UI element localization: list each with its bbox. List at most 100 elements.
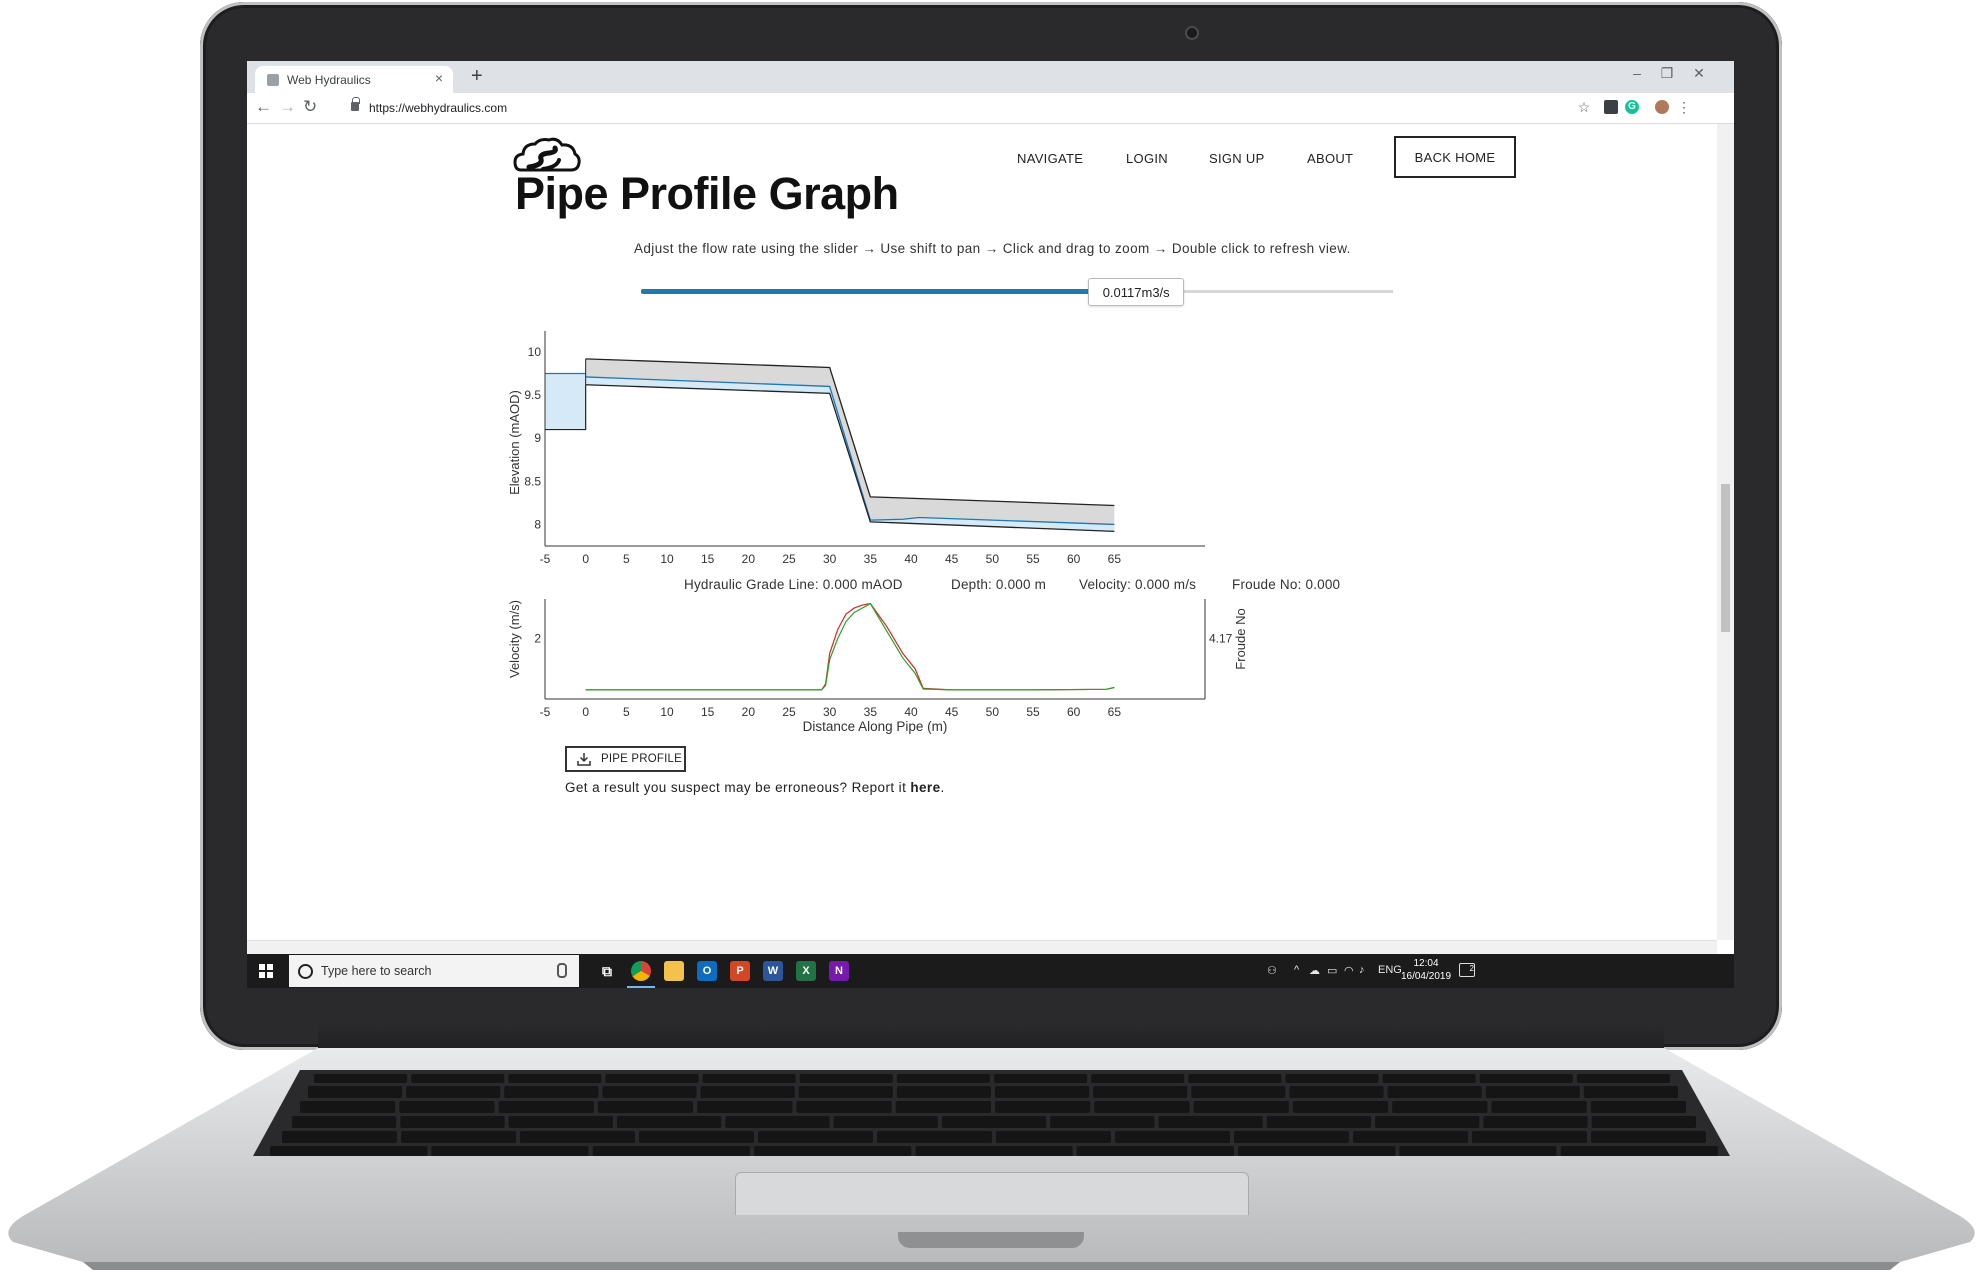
keyboard-key xyxy=(1076,1146,1234,1156)
keyboard-key xyxy=(602,1086,697,1098)
keyboard-key xyxy=(1091,1074,1185,1083)
task-view-icon[interactable]: ⧉ xyxy=(602,962,612,979)
battery-icon[interactable]: ▭ xyxy=(1327,965,1338,977)
volume-icon[interactable]: ♪ xyxy=(1359,964,1365,976)
wifi-icon[interactable]: ◠ xyxy=(1344,965,1354,977)
people-icon[interactable]: ⚇ xyxy=(1267,965,1277,977)
language-indicator[interactable]: ENG xyxy=(1378,964,1402,976)
browser-tab[interactable]: Web Hydraulics × xyxy=(255,66,453,93)
pipe-invert-line xyxy=(585,384,1115,532)
bookmark-star-icon[interactable]: ☆ xyxy=(1577,99,1591,115)
x-tick-label: 5 xyxy=(623,552,630,566)
close-tab-icon[interactable]: × xyxy=(434,70,443,86)
keyboard-key xyxy=(833,1116,938,1128)
vertical-scrollbar[interactable] xyxy=(1717,124,1734,940)
slider-handle[interactable]: 0.0117m3/s xyxy=(1088,278,1185,306)
action-center-icon[interactable]: 2 xyxy=(1459,963,1475,977)
keyboard-key xyxy=(1353,1131,1468,1143)
x-tick-label: 10 xyxy=(660,705,674,719)
depth-readout: Depth: 0.000 m xyxy=(951,577,1047,592)
chrome-icon[interactable] xyxy=(627,961,655,988)
keyboard-key xyxy=(1289,1086,1384,1098)
y-tick-label: 8.5 xyxy=(524,474,541,488)
vertical-scroll-thumb[interactable] xyxy=(1721,484,1730,632)
camera-icon xyxy=(1185,26,1199,40)
download-icon xyxy=(577,753,591,766)
manhole-outline xyxy=(545,384,587,431)
tray-chevron-icon[interactable]: ^ xyxy=(1294,964,1300,976)
outlook-icon[interactable]: O xyxy=(697,961,717,981)
keyboard-key xyxy=(896,1074,990,1083)
y-axis-label: Elevation (mAOD) xyxy=(507,390,522,495)
elevation-chart[interactable]: -5 0 5 10 15 20 25 30 35 40 45 50 55 60 65 10 9.5 9 8.5 8 El… xyxy=(505,329,1245,579)
address-bar[interactable]: https://webhydraulics.com xyxy=(369,101,508,115)
reload-icon[interactable]: ↻ xyxy=(303,97,318,116)
flow-rate-slider[interactable]: 0.0117m3/s xyxy=(641,278,1393,309)
web-hydraulics-logo[interactable] xyxy=(513,136,581,176)
y2-axis-label: Froude No xyxy=(1233,608,1248,669)
keyboard-key xyxy=(406,1086,501,1098)
velocity-chart[interactable]: -5 0 5 10 15 20 25 30 35 40 45 50 55 60 65 2 4.17 Distanc… xyxy=(505,594,1305,739)
microphone-icon[interactable] xyxy=(557,963,567,978)
keyboard-key xyxy=(411,1074,505,1083)
x-tick-label: 50 xyxy=(986,552,1000,566)
keyboard-key xyxy=(1375,1116,1480,1128)
keyboard-key xyxy=(300,1101,396,1113)
horizontal-scrollbar[interactable] xyxy=(247,940,1717,955)
file-explorer-icon[interactable] xyxy=(664,961,684,981)
pipe-area xyxy=(585,358,1115,532)
x-tick-label: 25 xyxy=(782,552,796,566)
taskbar-clock[interactable]: 12:04 16/04/2019 xyxy=(1399,957,1453,983)
keyboard-key xyxy=(401,1131,516,1143)
keyboard-key xyxy=(639,1131,754,1143)
minimize-icon[interactable]: – xyxy=(1633,65,1641,81)
keyboard-key xyxy=(915,1146,1073,1156)
keyboard-key xyxy=(1234,1131,1349,1143)
keyboard-key xyxy=(1292,1101,1389,1113)
grammarly-icon[interactable]: G xyxy=(1625,100,1639,114)
keyboard-key xyxy=(592,1146,750,1156)
restore-icon[interactable]: ❐ xyxy=(1660,65,1674,81)
froude-line xyxy=(585,602,1115,691)
keyboard-key xyxy=(520,1131,635,1143)
keyboard-key xyxy=(798,1086,893,1098)
y-tick-label: 8 xyxy=(534,517,541,531)
download-pipe-profile-button[interactable]: PIPE PROFILE xyxy=(565,746,686,772)
keyboard-key xyxy=(282,1131,397,1143)
clock-date: 16/04/2019 xyxy=(1400,971,1452,982)
keyboard-key xyxy=(996,1131,1111,1143)
excel-icon[interactable]: X xyxy=(796,961,816,981)
forward-arrow-icon[interactable]: → xyxy=(279,97,296,116)
x-tick-label: 30 xyxy=(823,552,837,566)
keyboard-key xyxy=(895,1101,991,1113)
web-page: NAVIGATE LOGIN SIGN UP ABOUT BACK HOME P… xyxy=(247,124,1717,940)
x-tick-label: 35 xyxy=(864,552,878,566)
taskbar-search[interactable]: Type here to search xyxy=(289,955,579,987)
windows-start-icon[interactable] xyxy=(259,964,273,978)
x-tick-label: 35 xyxy=(864,705,878,719)
x-tick-label: 60 xyxy=(1067,705,1081,719)
nav-login[interactable]: LOGIN xyxy=(1126,151,1168,166)
keyboard-key xyxy=(597,1101,694,1113)
keyboard-key xyxy=(796,1101,892,1113)
velocity-readout: Velocity: 0.000 m/s xyxy=(1079,577,1197,592)
new-tab-icon[interactable]: + xyxy=(471,65,483,87)
word-icon[interactable]: W xyxy=(763,961,783,981)
keyboard-key xyxy=(508,1116,613,1128)
back-home-button[interactable]: BACK HOME xyxy=(1394,136,1516,178)
powerpoint-icon[interactable]: P xyxy=(730,961,750,981)
report-link[interactable]: here xyxy=(910,780,941,795)
onenote-icon[interactable]: N xyxy=(829,961,849,981)
extension-icon[interactable] xyxy=(1604,100,1618,114)
menu-kebab-icon[interactable]: ⋮ xyxy=(1677,99,1691,115)
keyboard-key xyxy=(616,1116,722,1128)
onedrive-icon[interactable]: ☁ xyxy=(1309,965,1320,977)
nav-sign-up[interactable]: SIGN UP xyxy=(1209,151,1265,166)
nav-navigate[interactable]: NAVIGATE xyxy=(1017,151,1084,166)
nav-about[interactable]: ABOUT xyxy=(1307,151,1354,166)
keyboard-key xyxy=(799,1074,893,1083)
close-window-icon[interactable]: ✕ xyxy=(1693,65,1705,81)
back-arrow-icon[interactable]: ← xyxy=(255,97,272,116)
profile-avatar[interactable] xyxy=(1655,100,1669,114)
keyboard-key xyxy=(995,1101,1091,1113)
